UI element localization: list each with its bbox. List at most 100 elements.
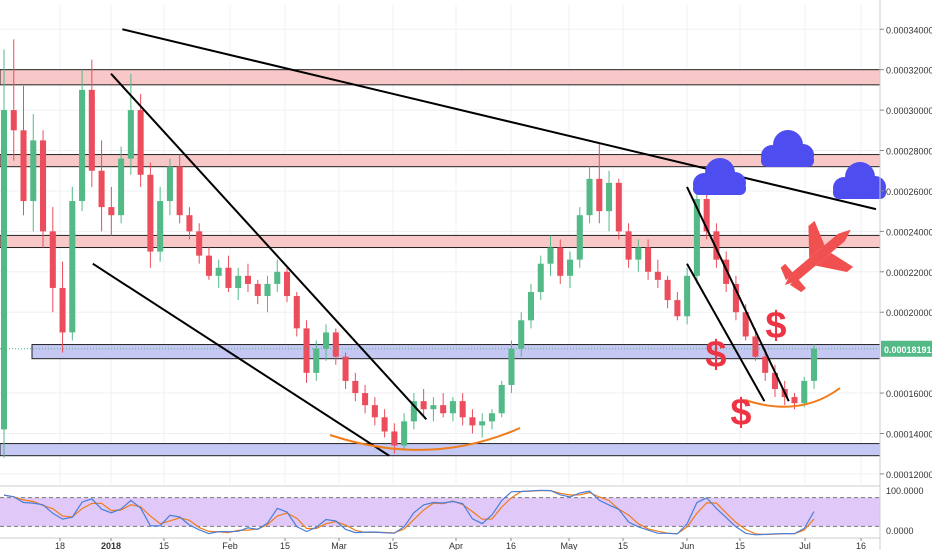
time-tick-label: May — [560, 541, 578, 550]
price-tick-label: 0.00022000 — [886, 268, 932, 278]
candle-body — [30, 140, 37, 202]
trendline — [110, 73, 428, 420]
candle-body — [723, 259, 730, 284]
jet-icon — [780, 220, 854, 293]
candle-body — [352, 380, 359, 394]
candle-body — [391, 431, 398, 446]
candle-body — [459, 401, 466, 418]
candle-body — [557, 247, 564, 276]
candle-body — [98, 170, 105, 208]
cloud-icon — [693, 158, 746, 195]
candle-body — [118, 158, 125, 216]
oscillator-k-line — [3, 489, 815, 536]
candle-body — [527, 291, 535, 321]
candle-body — [381, 417, 388, 432]
price-tick-label: 0.00014000 — [886, 429, 932, 439]
candle-body — [186, 215, 193, 232]
oscillator-tick-label: 0.0000 — [886, 526, 914, 536]
candle-body — [537, 263, 544, 292]
candle-body — [10, 110, 17, 131]
price-tick-label: 0.00030000 — [886, 106, 932, 116]
oscillator-panel — [0, 489, 880, 536]
time-tick-label: 15 — [280, 541, 290, 550]
candle-body — [498, 384, 505, 414]
trendline — [92, 262, 390, 457]
candle-body — [215, 267, 222, 276]
candle-body — [323, 332, 330, 349]
time-tick-label: 15 — [735, 541, 745, 550]
time-tick-label: Apr — [449, 541, 463, 550]
time-tick-label: 15 — [388, 541, 398, 550]
candle-body — [176, 166, 183, 216]
resistance-zone — [0, 234, 881, 249]
candle-body — [40, 140, 47, 232]
price-tick-label: 0.00016000 — [886, 389, 932, 399]
candle-body — [771, 372, 778, 390]
time-tick-label: 2018 — [101, 541, 121, 550]
candle-body — [59, 287, 66, 333]
candle-body — [566, 259, 574, 276]
candle-body — [0, 110, 8, 430]
candle-body — [69, 201, 76, 333]
trendline — [686, 186, 790, 402]
candle-body — [713, 231, 720, 260]
candle-body — [810, 348, 818, 381]
candle-body — [342, 356, 349, 381]
dollar-icon: $ — [705, 334, 726, 376]
candle-body — [88, 89, 95, 171]
candle-body — [371, 405, 378, 418]
time-tick-label: 15 — [159, 541, 169, 550]
resistance-zone — [0, 69, 881, 86]
candle-body — [449, 401, 456, 414]
icons: $$$ — [693, 130, 886, 434]
time-tick-label: 16 — [506, 541, 516, 550]
candle-body — [674, 300, 681, 317]
candle-body — [264, 283, 271, 297]
time-tick-label: Feb — [222, 541, 238, 550]
candle-body — [332, 332, 339, 357]
trendline — [686, 263, 766, 402]
dollar-icon: $ — [730, 392, 751, 434]
candle-body — [244, 275, 252, 284]
trendlines — [92, 28, 877, 457]
candle-body — [430, 405, 437, 410]
candle-body — [635, 247, 642, 260]
candle-body — [420, 401, 427, 410]
candle-body — [547, 247, 554, 264]
candle-body — [664, 279, 671, 301]
price-tick-label: 0.00026000 — [886, 187, 932, 197]
time-tick-label: Jul — [799, 541, 811, 550]
candle-body — [108, 207, 115, 216]
candle-body — [596, 178, 603, 212]
candle-body — [762, 356, 769, 373]
candle-body — [313, 348, 320, 373]
candle-body — [205, 255, 212, 276]
candle-body — [654, 271, 661, 280]
price-tick-label: 0.00020000 — [886, 308, 932, 318]
candle-body — [586, 178, 593, 216]
candle-body — [235, 275, 242, 288]
candle-body — [791, 397, 798, 404]
candle-body — [166, 166, 173, 202]
time-tick-label: Jun — [680, 541, 695, 550]
candle-body — [274, 271, 281, 284]
candle-body — [684, 275, 691, 317]
support-curve — [744, 387, 841, 408]
candle-body — [362, 393, 369, 406]
candle-body — [196, 231, 203, 256]
candle-body — [157, 201, 164, 252]
candle-body — [20, 130, 27, 202]
candle-body — [576, 215, 583, 260]
candle-body — [742, 312, 749, 337]
candle-body — [625, 231, 632, 260]
candle-body — [606, 182, 613, 212]
candle-body — [127, 110, 134, 159]
candle-body — [469, 417, 476, 426]
candle-body — [293, 296, 300, 329]
candle-body — [410, 401, 417, 422]
candle-body — [147, 174, 154, 252]
candle-body — [703, 199, 710, 232]
